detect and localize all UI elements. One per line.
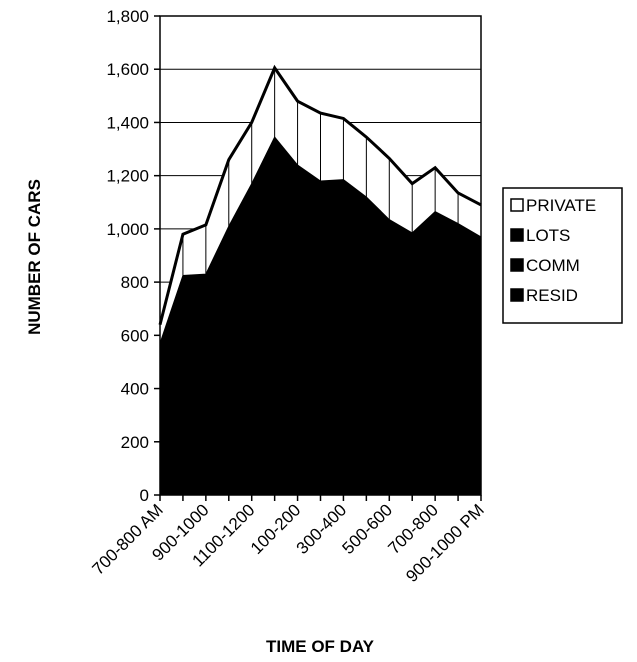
legend-label-comm: COMM xyxy=(526,256,580,275)
y-tick-label-6: 1,200 xyxy=(106,167,149,186)
legend-swatch-private xyxy=(510,198,524,212)
y-tick-label-1: 200 xyxy=(121,433,149,452)
y-tick-label-8: 1,600 xyxy=(106,60,149,79)
x-tick-label-10: 500-600 xyxy=(339,500,397,558)
y-tick-label-3: 600 xyxy=(121,326,149,345)
y-tick-label-2: 400 xyxy=(121,380,149,399)
x-axis-ticks: 700-800 AM900-10001100-1200100-200300-40… xyxy=(89,495,488,586)
x-axis-title: TIME OF DAY xyxy=(266,637,375,656)
x-tick-label-0: 700-800 AM xyxy=(89,500,167,578)
legend-label-resid: RESID xyxy=(526,286,578,305)
y-tick-label-0: 0 xyxy=(140,486,149,505)
stacked-areas xyxy=(158,64,482,496)
legend-label-lots: LOTS xyxy=(526,226,570,245)
y-tick-label-7: 1,400 xyxy=(106,113,149,132)
legend-label-private: PRIVATE xyxy=(526,196,596,215)
legend-swatch-lots xyxy=(510,228,524,242)
legend-swatch-comm xyxy=(510,258,524,272)
legend: PRIVATE LOTS COMM RESID xyxy=(502,187,623,324)
y-tick-label-5: 1,000 xyxy=(106,220,149,239)
y-tick-label-4: 800 xyxy=(121,273,149,292)
x-tick-label-8: 300-400 xyxy=(293,500,351,558)
y-tick-label-9: 1,800 xyxy=(106,7,149,26)
x-tick-label-6: 100-200 xyxy=(247,500,305,558)
total-outline xyxy=(158,64,482,326)
legend-swatch-resid xyxy=(510,288,524,302)
y-axis-title: NUMBER OF CARS xyxy=(25,179,44,335)
y-axis-ticks: 0 200 400 600 800 1,000 1,200 1,400 1,600 1,800 xyxy=(106,7,160,505)
